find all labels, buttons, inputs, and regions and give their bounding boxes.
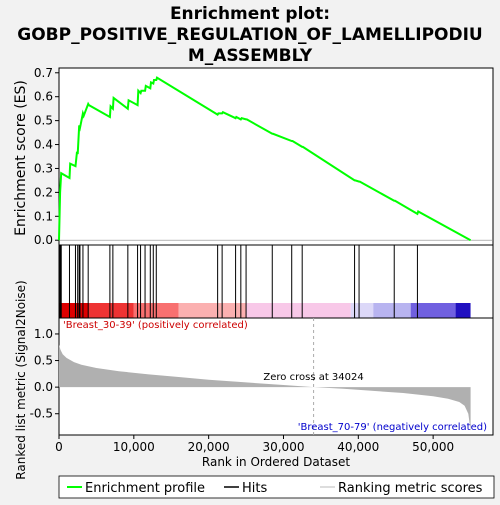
- es-axis-label: Enrichment score (ES): [13, 80, 29, 236]
- rank-band-segment: [178, 303, 247, 318]
- metric-axis-label: Ranked list metric (Signal2Noise): [14, 280, 28, 479]
- metric-panel: -0.5 0.0 0.5 1.0 0 10,000 20,000 30,000 40,000 50…: [30, 317, 494, 454]
- metric-tick-label: 0.0: [34, 380, 53, 394]
- negative-label: 'Breast_70-79' (negatively correlated): [298, 422, 487, 433]
- positive-label: 'Breast_30-39' (positively correlated): [63, 320, 248, 331]
- metric-tick-label: -0.5: [30, 407, 53, 421]
- zero-cross-label: Zero cross at 34024: [263, 372, 363, 383]
- es-tick-label: 0.1: [34, 209, 53, 223]
- rank-band-segment: [455, 303, 471, 318]
- es-tick-label: 0.6: [34, 90, 53, 104]
- x-tick-label: 30,000: [262, 440, 304, 454]
- es-tick-label: 0.4: [34, 138, 53, 152]
- metric-area: [59, 344, 471, 431]
- es-tick-label: 0.7: [34, 66, 53, 80]
- legend-box: [58, 475, 495, 499]
- es-tick-label: 0.5: [34, 114, 53, 128]
- legend-label: Ranking metric scores: [338, 481, 483, 496]
- es-series-line: [58, 76, 472, 242]
- rank-band-segment: [373, 303, 411, 318]
- es-tick-label: 0.2: [34, 185, 53, 199]
- metric-tick-label: 0.5: [34, 354, 53, 368]
- es-tick-label: 0.3: [34, 161, 53, 175]
- rank-band-segment: [350, 303, 374, 318]
- rank-band-segment: [59, 303, 89, 318]
- rank-band-segment: [410, 303, 456, 318]
- metric-tick-label: 1.0: [34, 327, 53, 341]
- x-tick-label: 0: [55, 440, 63, 454]
- x-tick-label: 20,000: [188, 440, 230, 454]
- x-axis-label: Rank in Ordered Dataset: [202, 455, 350, 469]
- chart-title-line1: Enrichment plot:: [170, 4, 330, 24]
- x-tick-label: 50,000: [412, 440, 454, 454]
- rank-band-segment: [88, 303, 134, 318]
- x-tick-label: 10,000: [113, 440, 155, 454]
- es-plot-area: [58, 67, 494, 246]
- chart-title-line2: GOBP_POSITIVE_REGULATION_OF_LAMELLIPODIU: [17, 25, 482, 45]
- x-tick-label: 40,000: [337, 440, 379, 454]
- hits-panel: [58, 244, 494, 319]
- chart-title-line3: M_ASSEMBLY: [188, 46, 313, 66]
- rank-band-segment: [246, 303, 351, 318]
- es-panel: 0.0 0.1 0.2 0.3 0.4 0.5 0.6 0.7: [34, 66, 494, 247]
- es-tick-label: 0.0: [34, 233, 53, 247]
- legend-label: Enrichment profile: [85, 481, 205, 496]
- legend-label: Hits: [242, 481, 267, 496]
- legend: Enrichment profile Hits Ranking metric sco…: [58, 475, 495, 499]
